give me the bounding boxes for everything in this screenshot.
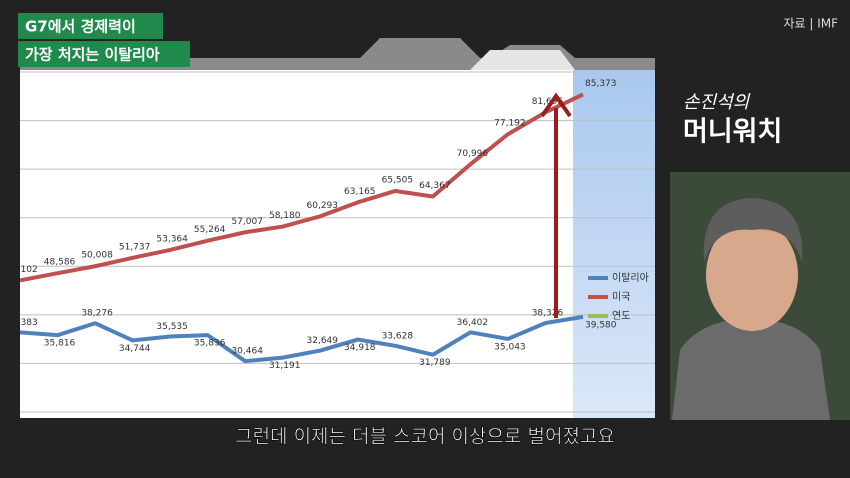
data-label: 65,505 [382, 175, 414, 185]
data-label: 50,008 [81, 251, 113, 261]
data-label: 30,464 [231, 347, 263, 357]
data-label: 36,402 [457, 318, 489, 328]
data-label: 81,695 [532, 97, 564, 107]
data-label: 33,628 [382, 331, 414, 341]
data-label: 64,367 [419, 181, 451, 191]
data-label: 57,007 [231, 217, 263, 227]
series-line [20, 314, 584, 364]
logo-bottom: 머니워치 [683, 117, 782, 148]
data-label: 53,364 [156, 234, 188, 244]
presenter-hair [703, 198, 803, 262]
legend-label: 연도 [612, 310, 630, 322]
presenter-body [672, 318, 830, 420]
data-label: 36,383 [6, 318, 38, 328]
data-label: 85,373 [585, 79, 617, 89]
chart-panel [20, 70, 655, 418]
series-line [20, 92, 584, 283]
highlight-area [573, 70, 655, 418]
legend-label: 이탈리아 [612, 271, 649, 284]
badge [18, 41, 190, 67]
panel-tab-active [470, 50, 575, 70]
data-label: 39,580 [585, 320, 617, 330]
presenter-face [706, 219, 798, 331]
data-label: 32,649 [307, 336, 339, 346]
source: 자료 | IMF [783, 17, 838, 31]
legend-label: 미국 [612, 291, 630, 303]
plot: 36,383 35,816 38,276 34,744 35,535 35,836 30,4… [6, 71, 655, 413]
badge-text: 가장 처지는 이탈리아 [25, 46, 160, 64]
data-label: 35,816 [44, 339, 76, 349]
data-label: 63,165 [344, 187, 376, 197]
badge-text: G7에서 경제력이 [25, 18, 136, 36]
data-label: 31,191 [269, 361, 301, 371]
data-label: 38,276 [81, 309, 113, 319]
badge [18, 13, 163, 39]
data-label: 34,918 [344, 343, 376, 353]
data-label: 35,043 [494, 342, 526, 352]
data-label: 51,737 [119, 242, 151, 252]
arrow-head [540, 92, 572, 118]
data-label: 34,744 [119, 344, 151, 354]
data-label: 60,293 [307, 201, 339, 211]
data-label: 70,996 [457, 149, 489, 159]
subtitle: 그런데 이제는 더블 스코어 이상으로 벌어졌고요 [235, 426, 615, 448]
data-label: 48,586 [44, 258, 76, 268]
data-label: 35,535 [156, 322, 188, 332]
data-label: 55,264 [194, 225, 226, 235]
data-label: 77,192 [494, 119, 526, 129]
data-label: 38,326 [532, 308, 564, 318]
data-label: 35,836 [194, 339, 226, 349]
logo-top: 손진석의 [683, 92, 751, 113]
data-label: 58,180 [269, 211, 301, 221]
data-label: 47,102 [6, 265, 38, 275]
data-label: 31,789 [419, 358, 451, 368]
